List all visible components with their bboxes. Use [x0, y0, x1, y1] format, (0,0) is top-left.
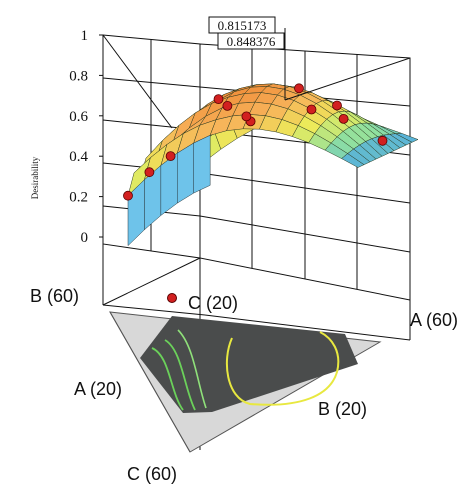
surface-patch: [341, 153, 365, 168]
surface-skirt: [177, 142, 194, 204]
corner-label-c-bottom: C (60): [127, 464, 177, 484]
contour-triangle: [109, 311, 382, 453]
design-point: [306, 104, 317, 115]
design-point: [332, 100, 342, 111]
contour-line: [164, 339, 196, 411]
z-tick-label: 0: [81, 230, 89, 246]
design-point: [377, 135, 388, 146]
contour-line: [151, 347, 184, 411]
annotation-value-1: 0.815173: [218, 18, 267, 33]
corner-label-c-top: C (20): [188, 293, 238, 313]
contour-line: [177, 329, 207, 409]
surface-skirt: [193, 134, 211, 194]
z-tick-label: 1: [81, 28, 89, 44]
design-point: [167, 293, 177, 303]
design-point: [213, 94, 224, 104]
corner-label-a-left: A (20): [74, 379, 122, 399]
design-point: [338, 114, 349, 124]
design-point: [123, 190, 133, 201]
design-point: [144, 167, 155, 178]
design-point: [165, 151, 176, 162]
z-tick-label: 0.2: [69, 190, 88, 206]
max-annotation: 0.815173 0.848376: [208, 16, 285, 50]
design-point: [241, 111, 252, 122]
z-tick-label: 0.8: [69, 68, 88, 84]
design-point: [294, 83, 304, 94]
z-tick-label: 0.4: [69, 149, 88, 165]
corner-label-b-top: B (60): [30, 286, 79, 306]
contour-line: [225, 331, 340, 406]
max-indicator-line: [284, 57, 411, 101]
back-wall-right: [199, 43, 411, 301]
annotation-value-2: 0.848376: [227, 34, 276, 49]
corner-label-b-bottom: B (20): [318, 399, 367, 419]
corner-label-a-right: A (60): [410, 310, 458, 330]
design-points: [123, 83, 388, 303]
design-point: [222, 101, 233, 111]
max-indicator-line: [102, 34, 173, 129]
z-axis-label: Desirability: [30, 156, 40, 199]
z-tick-label: 0.6: [69, 109, 88, 125]
z-axis: 0 0.2 0.4 0.6 0.8 1: [69, 28, 103, 246]
